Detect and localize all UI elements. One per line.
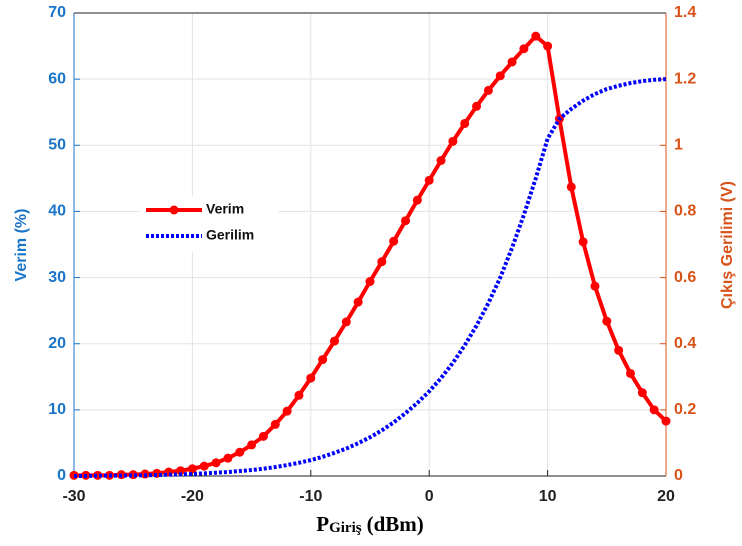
data-point [306,373,316,383]
x-label-unit: (dBm) [367,512,424,536]
data-point [282,406,292,416]
data-point [211,458,221,468]
data-point [519,44,529,54]
x-axis-label: PGiriş (dBm) [316,512,424,537]
y-tick-label: 10 [48,401,66,418]
data-point [649,405,659,415]
data-point [389,236,399,246]
y-tick-label: 0 [57,467,66,484]
data-point [377,257,387,267]
data-point [270,419,280,429]
data-point [258,431,268,441]
y2-tick-label: 1 [674,137,683,154]
data-point [341,317,351,327]
y2-tick-label: 1.4 [674,4,696,21]
data-point [436,155,446,165]
x-label-subscript: Giriş [329,520,362,536]
data-line [74,77,667,478]
data-point [235,447,245,457]
data-point [661,416,671,426]
y2-tick-label: 1.2 [674,70,696,87]
data-point [460,118,470,128]
data-point [614,345,624,355]
y2-axis-label: Çıkış Gerilimi (V) [719,181,736,309]
data-point [507,57,517,67]
x-tick-label: -30 [62,488,85,505]
data-point [578,237,588,247]
data-point [353,297,363,307]
y-tick-label: 40 [48,203,66,220]
y-tick-label: 60 [48,70,66,87]
data-point [472,101,482,111]
data-point [448,136,458,146]
data-point [531,31,541,41]
y2-tick-label: 0.4 [674,335,696,352]
data-point [247,440,257,450]
x-tick-label: -10 [299,488,322,505]
data-point [294,390,304,400]
y-tick-label: 30 [48,269,66,286]
y-tick-label: 70 [48,4,66,21]
x-tick-label: -20 [181,488,204,505]
data-point [329,336,339,346]
data-point [401,216,411,226]
data-point [495,71,505,81]
data-point [590,281,600,291]
data-point [365,277,375,287]
data-point [483,85,493,95]
data-point [318,355,328,365]
x-tick-label: 20 [657,488,675,505]
data-point [176,466,186,476]
data-point [187,464,197,474]
y-axis-label: Verim (%) [13,209,30,282]
data-point [424,175,434,185]
data-point [543,41,553,51]
y2-tick-label: 0.6 [674,269,696,286]
y2-tick-label: 0.8 [674,203,696,220]
data-point [637,388,647,398]
x-tick-label: 0 [425,488,434,505]
legend-box [139,195,279,252]
data-point [625,368,635,378]
y2-tick-label: 0 [674,467,683,484]
legend-label: Gerilim [206,227,254,243]
data-point [199,461,209,471]
x-label-main: P [316,512,329,536]
data-point [223,453,233,463]
data-point [412,195,422,205]
x-tick-label: 10 [539,488,557,505]
data-point [566,182,576,192]
data-point [602,316,612,326]
legend-marker [169,205,179,215]
y2-tick-label: 0.2 [674,401,696,418]
y-tick-label: 20 [48,335,66,352]
legend-label: Verim [206,201,244,217]
y-tick-label: 50 [48,137,66,154]
